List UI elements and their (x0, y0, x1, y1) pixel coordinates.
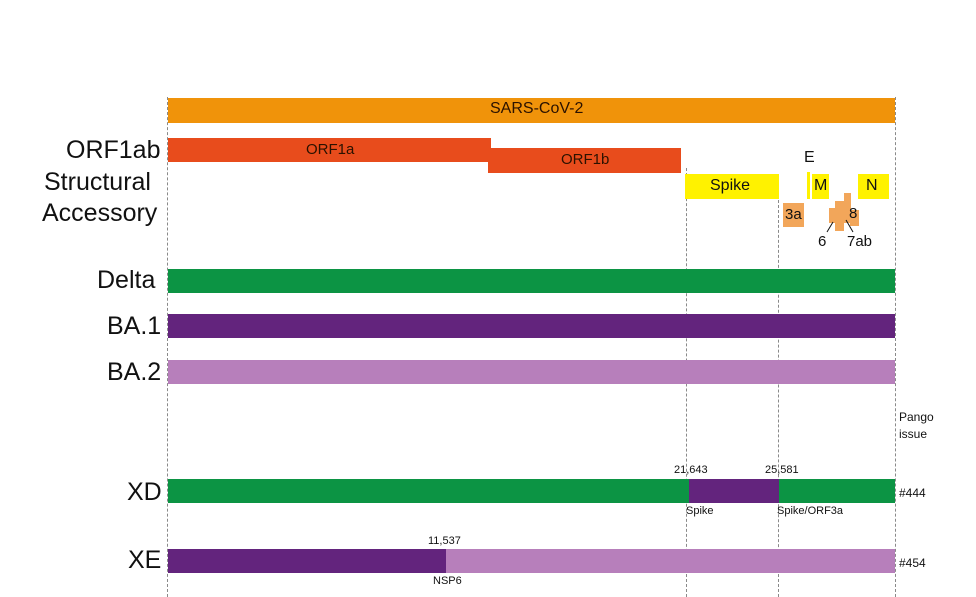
orf6-bar (829, 208, 835, 223)
orf3a-label: 3a (785, 206, 802, 223)
delta-bar (168, 269, 895, 293)
n-label: N (866, 177, 878, 194)
orf1b-bar (488, 148, 681, 173)
xe-segment-ba1 (168, 549, 446, 573)
orf3a-bar (783, 203, 804, 227)
orf7ab-label: 7ab (847, 233, 873, 250)
orf1b-label: ORF1b (561, 151, 610, 168)
row-label-xd: XD (127, 478, 162, 506)
pango-header-line2: issue (899, 427, 928, 441)
guide-line-genome-start (167, 97, 168, 597)
orf6-leader-line (826, 221, 834, 233)
ba1-bar (168, 314, 895, 338)
orf8-label: 8 (849, 205, 858, 222)
pango-header-line1: Pango (899, 410, 934, 424)
xd-segment-ba1 (689, 479, 779, 503)
orf7ab-bar (835, 201, 844, 231)
genome-bar (168, 98, 895, 123)
orf8-bar-tail (850, 210, 859, 226)
row-label-orf1ab: ORF1ab (66, 136, 161, 164)
orf6-label: 6 (818, 233, 827, 250)
xd-breakpoint-2: 25,581 (765, 464, 799, 476)
orf1a-bar (168, 138, 491, 162)
ba2-bar (168, 360, 895, 384)
orf1a-label: ORF1a (306, 141, 355, 158)
row-label-structural: Structural (44, 168, 151, 196)
n-bar (858, 174, 889, 199)
m-label: M (814, 177, 828, 194)
orf8-bar (844, 193, 851, 223)
e-label: E (804, 149, 815, 166)
xd-pango-issue: #444 (899, 486, 926, 500)
xe-breakpoint: 11,537 (428, 535, 461, 547)
guide-line-spike-end (778, 200, 779, 597)
row-label-ba2: BA.2 (107, 358, 162, 386)
xe-segment-ba2 (446, 549, 895, 573)
row-label-ba1: BA.1 (107, 312, 162, 340)
xd-region-2: Spike/ORF3a (777, 505, 844, 517)
spike-label: Spike (710, 177, 751, 194)
genome-label: SARS-CoV-2 (490, 100, 584, 117)
xd-segment-delta-left (168, 479, 689, 503)
row-label-xe: XE (128, 546, 162, 574)
xe-pango-issue: #454 (899, 556, 926, 570)
m-bar (812, 174, 829, 199)
orf7ab-leader-line (845, 219, 854, 233)
xd-breakpoint-1: 21,643 (674, 464, 708, 476)
xd-segment-delta-right (779, 479, 895, 503)
e-bar (807, 172, 810, 199)
xe-region: NSP6 (433, 575, 462, 587)
guide-line-genome-end (895, 97, 896, 597)
spike-bar (685, 174, 779, 199)
row-label-accessory: Accessory (42, 199, 158, 227)
xd-region-1: Spike (686, 505, 714, 517)
row-label-delta: Delta (97, 266, 156, 294)
